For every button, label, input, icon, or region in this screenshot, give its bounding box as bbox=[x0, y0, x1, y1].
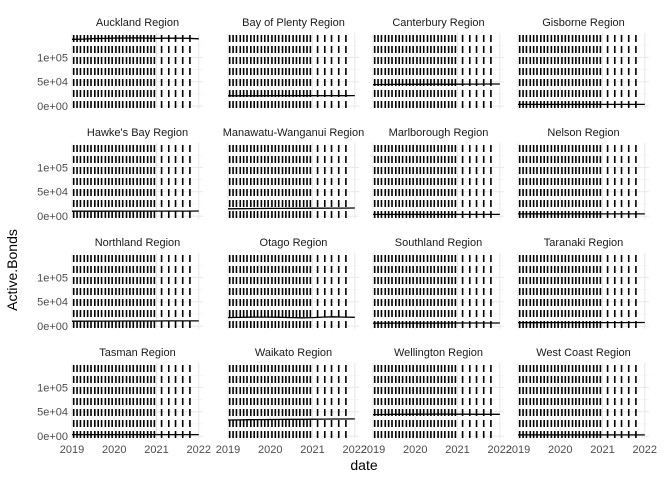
facet-strip-label: Southland Region bbox=[395, 237, 482, 249]
y-axis-title: Active.Bonds bbox=[4, 229, 20, 311]
facet-panel: Southland Region bbox=[372, 237, 504, 329]
x-tick-label: 2021 bbox=[445, 444, 469, 456]
series-line bbox=[372, 83, 500, 86]
y-tick-label: 1e+05 bbox=[37, 272, 68, 284]
facet-strip-label: Marlborough Region bbox=[389, 127, 489, 139]
facet-strip-label: Bay of Plenty Region bbox=[242, 17, 345, 29]
facet-panel: Otago Region bbox=[227, 237, 359, 329]
facet-panel: Auckland Region 0e+00 5e+04 1e+05 bbox=[37, 17, 203, 113]
y-tick-label: 0e+00 bbox=[37, 431, 68, 443]
y-tick-label: 1e+05 bbox=[37, 382, 68, 394]
facet-panel: Waikato Region 2019 2020 2021 2022 bbox=[216, 347, 367, 456]
series-line bbox=[227, 207, 355, 210]
x-axis-title: date bbox=[350, 457, 377, 473]
x-tick-label: 2019 bbox=[60, 444, 84, 456]
y-tick-label: 0e+00 bbox=[37, 101, 68, 113]
facet-panel: West Coast Region 2019 2020 2021 2022 bbox=[506, 347, 657, 456]
facet-strip-label: Canterbury Region bbox=[392, 17, 484, 29]
x-tick-label: 2020 bbox=[403, 444, 427, 456]
x-tick-label: 2021 bbox=[300, 444, 324, 456]
y-tick-label: 5e+04 bbox=[37, 407, 68, 419]
y-tick-label: 5e+04 bbox=[37, 187, 68, 199]
series-line bbox=[227, 316, 355, 319]
facet-panel: Marlborough Region bbox=[372, 127, 504, 219]
facet-panel: Northland Region 0e+00 5e+04 1e+05 bbox=[37, 237, 203, 333]
facet-strip-label: Nelson Region bbox=[547, 127, 619, 139]
series-line bbox=[71, 37, 199, 40]
facet-strip-label: Northland Region bbox=[95, 237, 181, 249]
facet-strip-label: West Coast Region bbox=[536, 347, 631, 359]
x-tick-label: 2022 bbox=[488, 444, 512, 456]
facet-panel: Nelson Region bbox=[517, 127, 649, 219]
x-tick-label: 2022 bbox=[187, 444, 211, 456]
x-tick-label: 2020 bbox=[258, 444, 282, 456]
facet-strip-label: Tasman Region bbox=[99, 347, 175, 359]
x-tick-label: 2022 bbox=[633, 444, 657, 456]
facet-panel: Gisborne Region bbox=[517, 17, 649, 109]
facet-strip-label: Auckland Region bbox=[96, 17, 179, 29]
facet-strip-label: Manawatu-Wanganui Region bbox=[223, 127, 364, 139]
y-tick-label: 0e+00 bbox=[37, 211, 68, 223]
series-line bbox=[372, 413, 500, 416]
facet-strip-label: Otago Region bbox=[260, 237, 328, 249]
facet-panel: Wellington Region 2019 2020 2021 2022 bbox=[361, 347, 512, 456]
facet-panels: Auckland Region 0e+00 5e+04 1e+05 Bay of Ple… bbox=[37, 17, 657, 456]
x-tick-label: 2019 bbox=[506, 444, 530, 456]
x-tick-label: 2019 bbox=[216, 444, 240, 456]
y-tick-label: 1e+05 bbox=[37, 162, 68, 174]
facet-strip-label: Gisborne Region bbox=[542, 17, 625, 29]
facet-panel: Manawatu-Wanganui Region bbox=[223, 127, 364, 219]
x-tick-label: 2020 bbox=[102, 444, 126, 456]
facet-strip-label: Waikato Region bbox=[255, 347, 332, 359]
facet-strip-label: Hawke's Bay Region bbox=[87, 127, 188, 139]
series-line bbox=[227, 418, 355, 421]
facet-panel: Tasman Region 0e+00 5e+04 1e+05 2019 2020 2021… bbox=[37, 347, 211, 456]
facet-panel: Taranaki Region bbox=[517, 237, 649, 329]
facet-panel: Bay of Plenty Region bbox=[227, 17, 359, 109]
x-tick-label: 2021 bbox=[590, 444, 614, 456]
y-tick-label: 5e+04 bbox=[37, 77, 68, 89]
facet-strip-label: Wellington Region bbox=[394, 347, 483, 359]
y-tick-label: 5e+04 bbox=[37, 297, 68, 309]
facet-panel: Hawke's Bay Region 0e+00 5e+04 1e+05 bbox=[37, 127, 203, 223]
x-tick-label: 2020 bbox=[548, 444, 572, 456]
y-tick-label: 1e+05 bbox=[37, 52, 68, 64]
facet-panel: Canterbury Region bbox=[372, 17, 504, 109]
x-tick-label: 2019 bbox=[361, 444, 385, 456]
y-tick-label: 0e+00 bbox=[37, 321, 68, 333]
facet-strip-label: Taranaki Region bbox=[544, 237, 624, 249]
x-tick-label: 2022 bbox=[343, 444, 367, 456]
x-tick-label: 2021 bbox=[144, 444, 168, 456]
